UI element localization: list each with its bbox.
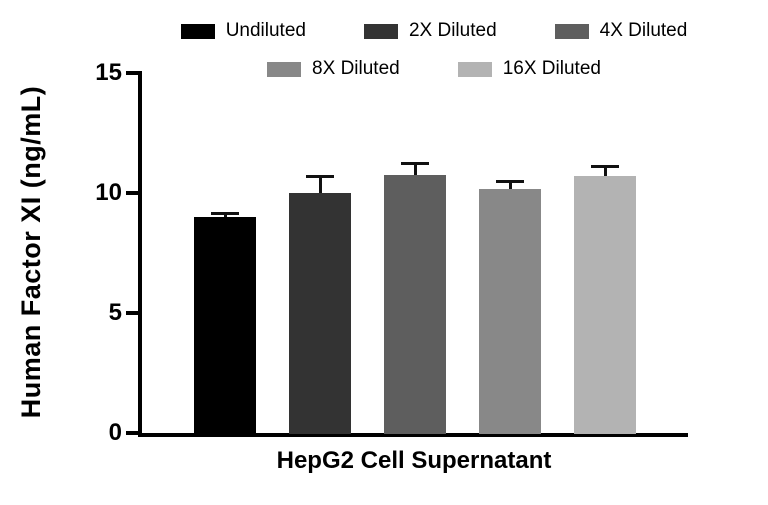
y-tick-label: 0 <box>108 419 122 446</box>
legend-swatch-icon <box>267 61 302 77</box>
y-tick-mark <box>126 71 140 75</box>
y-tick-mark <box>126 191 140 195</box>
legend-swatch-icon <box>457 61 492 77</box>
y-axis-label: Human Factor XI (ng/mL) <box>16 85 46 419</box>
error-bar-line <box>318 176 322 193</box>
y-tick-label: 10 <box>95 179 122 206</box>
legend-label: Undiluted <box>225 20 306 41</box>
legend-item: 4X Diluted <box>554 20 688 42</box>
legend-item: Undiluted <box>180 20 306 42</box>
bar-undiluted <box>194 217 256 434</box>
legend-label: 16X Diluted <box>502 58 601 79</box>
error-bar-cap <box>591 165 619 169</box>
error-bar-line <box>223 213 227 217</box>
y-tick-label: 15 <box>95 59 122 86</box>
error-bar-cap <box>496 179 524 183</box>
bar-8x-diluted <box>479 189 541 434</box>
y-tick-mark <box>126 311 140 315</box>
legend-label: 4X Diluted <box>599 20 688 41</box>
error-bar-line <box>508 181 512 190</box>
error-bar-line <box>603 166 607 177</box>
legend-item: 8X Diluted <box>267 58 400 80</box>
legend-label: 8X Diluted <box>312 58 400 79</box>
legend-swatch-icon <box>363 23 398 39</box>
error-bar-cap <box>401 161 429 165</box>
error-bar-line <box>413 163 417 175</box>
bar-2x-diluted <box>289 193 351 434</box>
x-axis-line <box>138 433 688 437</box>
legend-item: 16X Diluted <box>457 58 601 80</box>
y-tick-label: 5 <box>108 299 122 326</box>
bar-4x-diluted <box>384 175 446 434</box>
error-bar-cap <box>211 211 239 215</box>
legend-swatch-icon <box>180 23 215 39</box>
x-axis-title: HepG2 Cell Supernatant <box>276 447 552 474</box>
legend-item: 2X Diluted <box>363 20 497 42</box>
chart-legend-row-2: 8X Diluted 16X Diluted <box>120 58 748 80</box>
chart-legend-row-1: Undiluted 2X Diluted 4X Diluted <box>120 20 748 42</box>
legend-label: 2X Diluted <box>408 20 497 41</box>
error-bar-cap <box>306 174 334 178</box>
legend-swatch-icon <box>554 23 589 39</box>
y-tick-mark <box>126 431 140 435</box>
y-axis-line <box>138 71 142 437</box>
bar-16x-diluted <box>574 176 636 434</box>
